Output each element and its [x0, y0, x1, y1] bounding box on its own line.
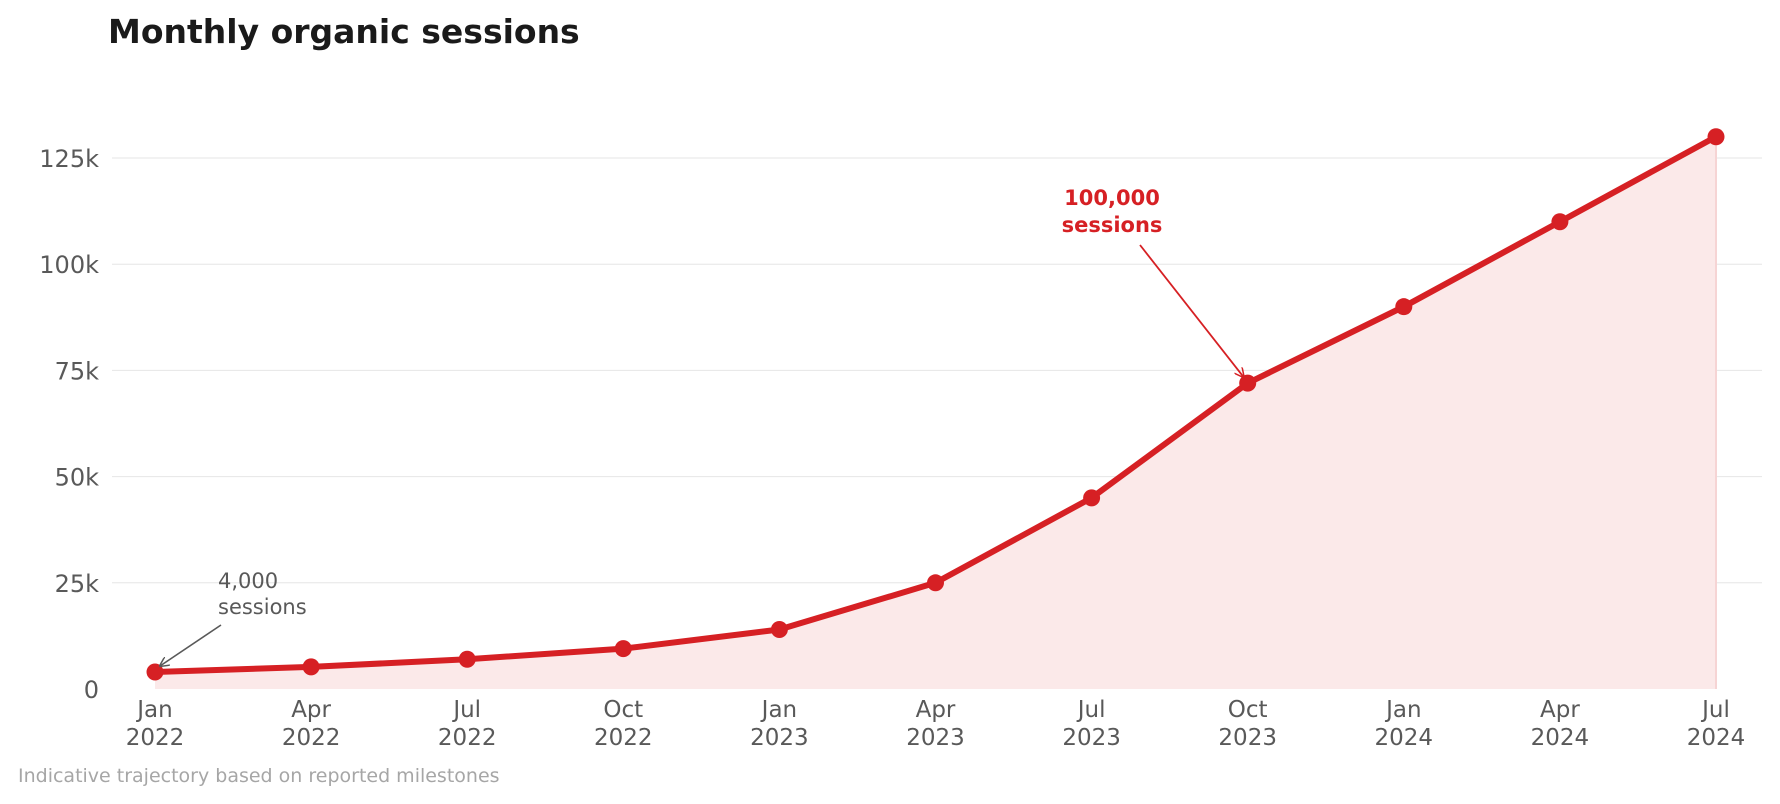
- data-point: [1083, 489, 1101, 507]
- y-axis-ticks: 0 25k 50k 75k 100k 125k: [39, 145, 99, 704]
- data-point: [458, 650, 476, 668]
- x-tick-label: Jan: [760, 697, 797, 723]
- x-tick-label: Apr: [291, 697, 331, 723]
- y-tick-label: 125k: [39, 145, 99, 173]
- x-tick-label: Oct: [603, 697, 643, 723]
- x-tick-label: 2024: [1687, 725, 1746, 751]
- chart-title: Monthly organic sessions: [108, 12, 580, 51]
- x-tick-label: Jul: [1076, 697, 1106, 723]
- x-tick-label: 2022: [438, 725, 497, 751]
- x-tick-label: Oct: [1228, 697, 1268, 723]
- annotation-label: 4,000: [218, 569, 278, 593]
- data-points: [146, 128, 1725, 681]
- area-under-line: [155, 136, 1716, 689]
- x-axis-ticks: Jan2022Apr2022Jul2022Oct2022Jan2023Apr20…: [126, 697, 1746, 751]
- x-tick-label: 2022: [126, 725, 185, 751]
- x-tick-label: 2022: [594, 725, 653, 751]
- y-tick-label: 50k: [55, 464, 100, 492]
- x-tick-label: Jan: [1384, 697, 1421, 723]
- annotation-label: sessions: [218, 595, 307, 619]
- x-tick-label: 2023: [1062, 725, 1121, 751]
- x-tick-label: 2022: [282, 725, 341, 751]
- data-point: [302, 658, 320, 676]
- annotation-label: 100,000: [1064, 186, 1160, 210]
- x-tick-label: Apr: [916, 697, 956, 723]
- y-tick-label: 100k: [39, 251, 99, 279]
- x-tick-label: 2024: [1531, 725, 1590, 751]
- x-tick-label: Jul: [451, 697, 481, 723]
- data-point: [1239, 374, 1257, 392]
- y-tick-label: 75k: [55, 357, 100, 385]
- x-tick-label: Jan: [135, 697, 172, 723]
- x-tick-label: 2024: [1375, 725, 1434, 751]
- y-tick-label: 0: [84, 676, 99, 704]
- annotation-arrow: [1139, 244, 1244, 377]
- x-tick-label: Apr: [1540, 697, 1580, 723]
- data-point: [1395, 298, 1413, 316]
- data-point: [146, 663, 164, 681]
- annotation-arrow: [160, 624, 222, 666]
- data-point: [614, 640, 632, 658]
- data-point: [927, 574, 944, 592]
- footnote: Indicative trajectory based on reported …: [18, 765, 500, 787]
- data-point: [1551, 213, 1569, 231]
- data-point: [770, 621, 788, 639]
- y-tick-label: 25k: [55, 570, 100, 598]
- x-tick-label: 2023: [1218, 725, 1277, 751]
- data-point: [1707, 128, 1725, 146]
- area-fill: [155, 136, 1717, 689]
- annotation-label: sessions: [1062, 213, 1163, 237]
- x-tick-label: Jul: [1700, 697, 1730, 723]
- x-tick-label: 2023: [906, 725, 965, 751]
- x-tick-label: 2023: [750, 725, 809, 751]
